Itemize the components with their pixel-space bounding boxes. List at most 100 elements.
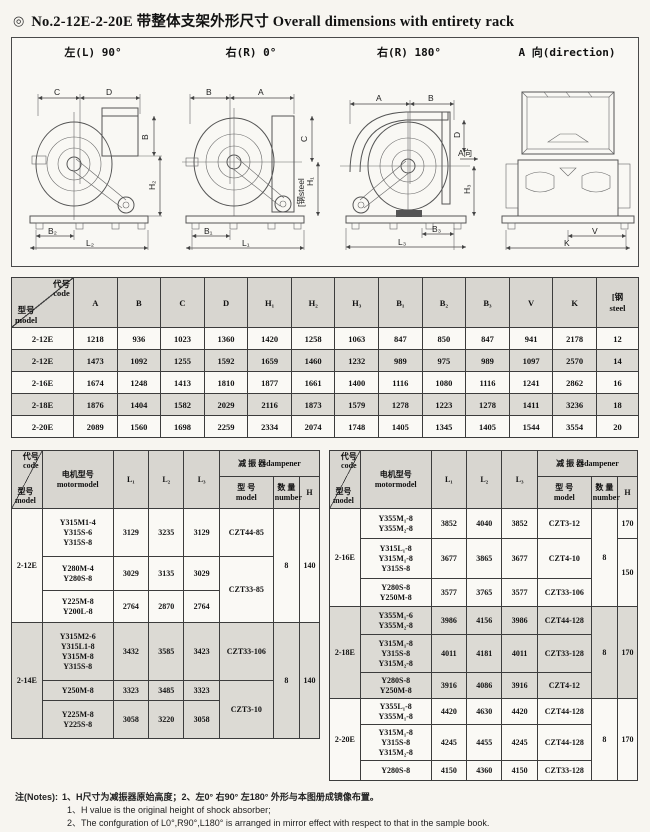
dim-label-B2: B₂	[48, 226, 57, 236]
h-cell: 170	[616, 698, 639, 781]
value-cell: 4150	[501, 760, 538, 781]
model-cell: 2-16E	[11, 371, 74, 394]
dim-label-B1: B₁	[204, 226, 213, 236]
col-dampener-h: H	[298, 476, 321, 509]
value-cell: 3677	[501, 538, 538, 579]
value-cell: 16	[596, 371, 639, 394]
value-cell: 1080	[421, 371, 467, 394]
dampener-model-cell: CZT4-10	[536, 538, 592, 579]
table-row: Y315L₁-8 Y315M₁-8 Y315S-8 3677 3865 3677…	[329, 538, 639, 607]
value-cell: 1413	[160, 371, 205, 394]
h-cell: 150	[616, 538, 639, 607]
value-cell: 1473	[73, 349, 118, 372]
value-cell: 1345	[421, 415, 467, 438]
value-cell: 18	[596, 393, 639, 416]
dim-label-L2: L₂	[86, 238, 94, 248]
dampener-model-cell: CZT44-128	[536, 698, 592, 725]
table-row: 2-18E Y355M₁-6 Y355M₂-8 3986 4156 3986 C…	[329, 606, 639, 699]
motor-cell: Y355M₁-6 Y355M₂-8	[359, 606, 432, 635]
main-dimensions-table: 代号 code 型号 model A B C D H₁ H₂ H₃ B₁ B₂ …	[11, 277, 639, 438]
main-corner-cell: 代号 code 型号 model	[11, 277, 74, 328]
table-row: Y280S-8 Y250M-8 3577 3765 3577 CZT33-106	[329, 578, 638, 607]
value-cell: 4420	[430, 698, 468, 725]
motor-cell: Y315M₁-8 Y315S-8 Y315M₂-8	[359, 724, 432, 761]
model-cell: 2-20E	[329, 698, 361, 781]
motor-table-left: 代号 code 型号 model 电机型号 motormodel L₁ L₂ L…	[11, 450, 321, 739]
motor-cell: Y315M₁-8 Y315S-8 Y315M₂-8	[359, 634, 432, 673]
dim-label-K: K	[564, 238, 570, 248]
value-cell: 4245	[430, 724, 468, 761]
fan-drawing-right-0: B A C	[182, 87, 321, 251]
dim-label-H3: H₃	[462, 184, 472, 194]
value-cell: 1258	[290, 327, 336, 350]
value-cell: 3058	[183, 700, 220, 739]
h-cell: 170	[616, 606, 639, 699]
value-cell: 1404	[116, 393, 162, 416]
note-english-2: 2、The confguration of L0°,R90°,L180° is …	[67, 818, 490, 829]
value-cell: 1420	[247, 327, 292, 350]
value-cell: 4630	[466, 698, 503, 725]
dampener-model-cell: CZT33-106	[218, 622, 274, 681]
dim-label-B: B	[140, 134, 150, 140]
col-dampener: 减 振 器dampener	[536, 450, 639, 477]
code-label: 代号 code	[22, 452, 39, 470]
motor-table-right: 代号 code 型号 model 电机型号 motormodel L₁ L₂ L…	[329, 450, 639, 781]
dim-label-A: A	[376, 93, 382, 103]
value-cell: 3765	[466, 578, 503, 607]
motor-cell: Y315L₁-8 Y315M₁-8 Y315S-8	[359, 538, 432, 579]
title-bullet-icon: ◎	[13, 13, 25, 28]
left-corner-cell: 代号 code 型号 model	[11, 450, 43, 509]
page-header: ◎ No.2-12E-2-20E 带整体支架外形尺寸 Overall dimen…	[13, 10, 639, 31]
dampener-model-cell: CZT44-128	[536, 606, 592, 635]
value-cell: 2116	[247, 393, 292, 416]
col-L1: L₁	[430, 450, 468, 509]
value-cell: 1661	[290, 371, 336, 394]
value-cell: 1218	[73, 327, 118, 350]
value-cell: 4420	[501, 698, 538, 725]
notes-label: 注(Notes):	[15, 792, 58, 802]
value-cell: 2089	[73, 415, 118, 438]
value-cell: 1360	[203, 327, 249, 350]
value-cell: 4086	[466, 672, 503, 699]
table-row: 2-16E Y355M₁-8 Y355M₂-8 3852 4040 3852 C…	[329, 508, 639, 607]
value-cell: 3236	[552, 393, 597, 416]
col-B: B	[116, 277, 162, 328]
value-cell: 4455	[466, 724, 503, 761]
table-row: 2-12E 1473 1092 1255 1592 1659 1460 1232 989 975 9…	[11, 349, 639, 372]
model-cell: 2-12E	[11, 327, 74, 350]
motor-cell: Y280S-8	[359, 760, 432, 781]
right-corner-cell: 代号 code 型号 model	[329, 450, 361, 509]
col-motor-model: 电机型号 motormodel	[359, 450, 432, 509]
motor-cell: Y225M-8 Y200L-8	[41, 590, 114, 623]
col-dampener-number: 数 量 number	[590, 476, 620, 509]
value-cell: 2570	[552, 349, 597, 372]
value-cell: 2334	[247, 415, 292, 438]
value-cell: 4040	[466, 508, 503, 539]
value-cell: 3432	[112, 622, 150, 681]
dampener-model-cell: CZT33-128	[536, 634, 592, 673]
value-cell: 2074	[290, 415, 336, 438]
col-L3: L₃	[183, 450, 220, 509]
dim-label-V: V	[592, 226, 598, 236]
value-cell: 1092	[116, 349, 162, 372]
value-cell: 2862	[552, 371, 597, 394]
model-cell: 2-16E	[329, 508, 361, 607]
value-cell: 3129	[112, 508, 150, 557]
col-motor-model: 电机型号 motormodel	[41, 450, 114, 509]
value-cell: 3986	[430, 606, 468, 635]
number-cell: 8	[272, 622, 300, 739]
value-cell: 1063	[334, 327, 380, 350]
view-right-0: 右(R) 0° B A	[172, 40, 330, 264]
code-label: 代号 code	[52, 279, 70, 299]
value-cell: 1116	[378, 371, 423, 394]
value-cell: 975	[421, 349, 467, 372]
view-left-90-title: 左(L) 90°	[64, 46, 122, 59]
value-cell: 1241	[508, 371, 554, 394]
view-right-180: 右(R) 180° A B	[330, 40, 488, 264]
value-cell: 3916	[501, 672, 538, 699]
value-cell: 1579	[334, 393, 380, 416]
value-cell: 1278	[465, 393, 510, 416]
value-cell: 3058	[112, 700, 150, 739]
dim-label-C: C	[299, 136, 309, 142]
